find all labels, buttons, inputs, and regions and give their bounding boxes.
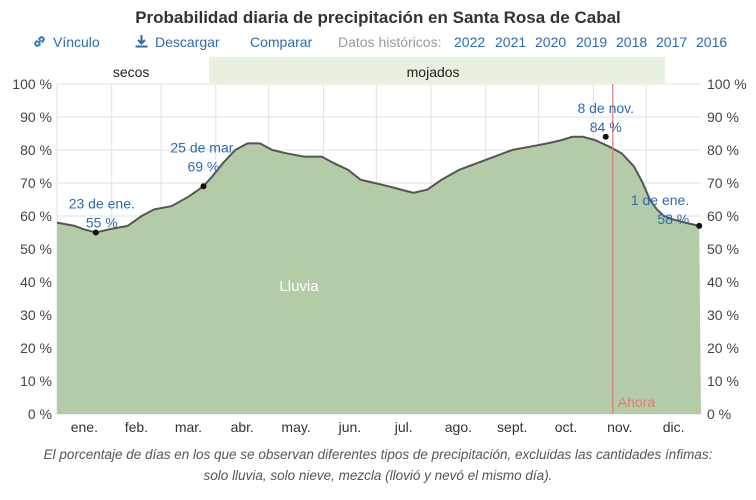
annotation-point xyxy=(200,183,207,190)
now-label: Ahora xyxy=(618,394,656,410)
chart-caption: El porcentaje de días en los que se obse… xyxy=(43,447,713,483)
link-icon xyxy=(34,36,45,47)
y-tick-label-right: 0 % xyxy=(707,406,731,422)
y-tick-label-left: 10 % xyxy=(20,373,52,389)
month-label: ene. xyxy=(71,419,98,435)
annotation-value: 69 % xyxy=(187,158,219,174)
y-tick-label-left: 30 % xyxy=(20,307,52,323)
year-2018-link[interactable]: 2018 xyxy=(616,34,648,50)
annotation-date: 1 de ene. xyxy=(631,192,689,208)
month-label: jul. xyxy=(394,419,413,435)
annotation-date: 23 de ene. xyxy=(69,196,135,212)
month-label: nov. xyxy=(607,419,632,435)
link-label: Vínculo xyxy=(53,34,100,50)
precipitation-chart: secos mojados 0 % 0 % 10 % 10 % 20 % 20 % 30 % 30… xyxy=(12,57,747,435)
y-tick-label-left: 70 % xyxy=(20,175,52,191)
year-2022-link[interactable]: 2022 xyxy=(454,34,486,50)
month-label: feb. xyxy=(125,419,148,435)
download-button[interactable]: Descargar xyxy=(134,34,220,50)
annotation-date: 8 de nov. xyxy=(577,100,634,116)
y-tick-label-right: 20 % xyxy=(707,340,739,356)
season-band xyxy=(57,57,202,83)
y-tick-label-left: 60 % xyxy=(20,208,52,224)
year-2019-link[interactable]: 2019 xyxy=(576,34,608,50)
month-label: abr. xyxy=(231,419,254,435)
season-band-label: mojados xyxy=(407,64,460,80)
annotation-point xyxy=(602,133,609,140)
y-tick-label-right: 40 % xyxy=(707,274,739,290)
annotation-point xyxy=(696,222,703,229)
y-tick-label-left: 50 % xyxy=(20,241,52,257)
historic-label: Datos históricos: xyxy=(338,34,442,50)
year-2016-link[interactable]: 2016 xyxy=(696,34,728,50)
y-tick-label-left: 100 % xyxy=(12,76,52,92)
season-band-label: secos xyxy=(113,64,150,80)
y-tick-label-right: 90 % xyxy=(707,109,739,125)
download-icon xyxy=(135,35,148,48)
y-tick-label-left: 0 % xyxy=(28,406,52,422)
chart-title: Probabilidad diaria de precipitación en … xyxy=(135,8,621,27)
annotation-value: 55 % xyxy=(86,215,118,231)
annotation-point xyxy=(92,229,99,236)
month-label: sept. xyxy=(497,419,527,435)
y-tick-label-left: 90 % xyxy=(20,109,52,125)
y-tick-label-right: 70 % xyxy=(707,175,739,191)
download-label: Descargar xyxy=(155,34,220,50)
y-tick-label-left: 20 % xyxy=(20,340,52,356)
month-label: jun. xyxy=(338,419,362,435)
y-tick-label-right: 10 % xyxy=(707,373,739,389)
compare-button[interactable]: Comparar xyxy=(250,34,313,50)
toolbar: Vínculo Descargar Comparar Datos históri… xyxy=(0,34,756,54)
annotation-value: 84 % xyxy=(590,119,622,135)
annotation-date: 25 de mar. xyxy=(170,139,236,155)
y-tick-label-left: 40 % xyxy=(20,274,52,290)
year-2020-link[interactable]: 2020 xyxy=(535,34,567,50)
year-2017-link[interactable]: 2017 xyxy=(656,34,688,50)
y-tick-label-right: 30 % xyxy=(707,307,739,323)
rain-line xyxy=(56,135,700,234)
y-tick-label-right: 50 % xyxy=(707,241,739,257)
y-tick-label-left: 80 % xyxy=(20,142,52,158)
month-label: oct. xyxy=(555,419,578,435)
year-2021-link[interactable]: 2021 xyxy=(495,34,527,50)
series-label: Lluvia xyxy=(279,278,319,295)
y-tick-label-right: 60 % xyxy=(707,208,739,224)
month-label: may. xyxy=(281,419,310,435)
rain-area xyxy=(57,136,701,415)
season-band xyxy=(209,57,665,83)
y-tick-label-right: 80 % xyxy=(707,142,739,158)
month-label: ago. xyxy=(445,419,472,435)
y-tick-label-right: 100 % xyxy=(707,76,747,92)
month-label: dic. xyxy=(663,419,685,435)
month-label: mar. xyxy=(175,419,202,435)
annotation-value: 58 % xyxy=(657,211,689,227)
link-button[interactable]: Vínculo xyxy=(32,34,100,50)
